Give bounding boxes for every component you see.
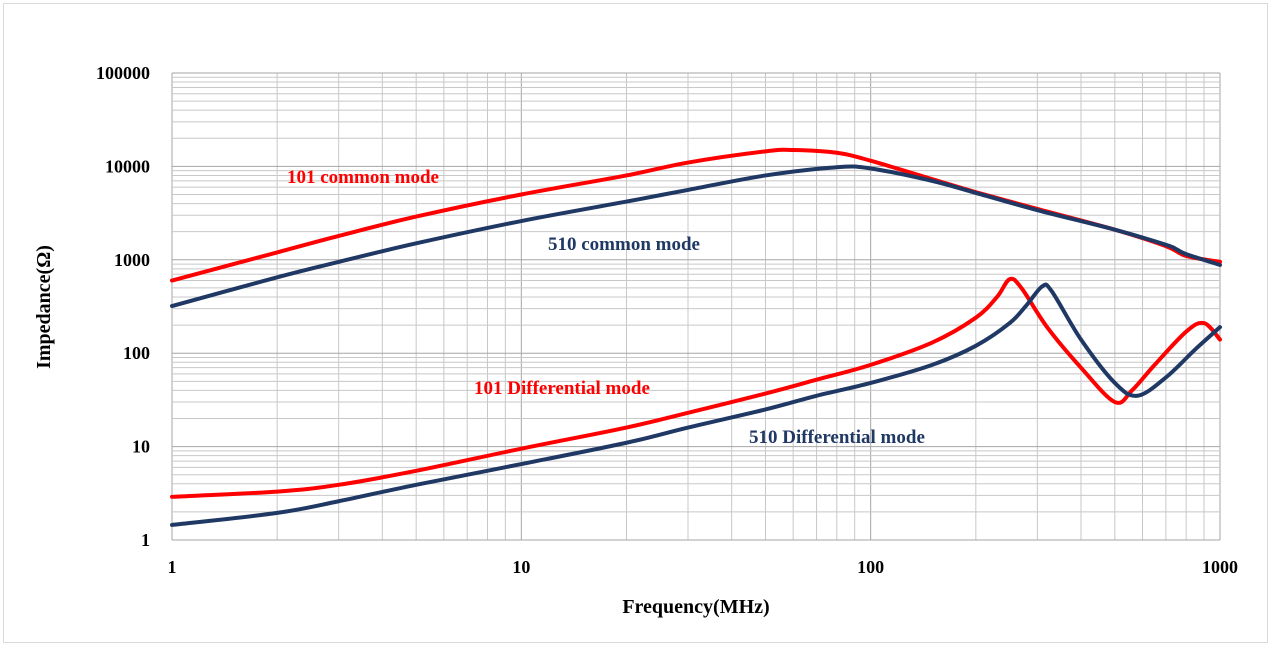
y-tick-label: 10000 bbox=[105, 156, 150, 176]
label-101-common-mode: 101 common mode bbox=[287, 167, 439, 188]
chart-frame bbox=[3, 3, 1268, 643]
y-tick-label: 10 bbox=[132, 437, 150, 457]
tick-labels: 1 10 100 1000 1 10 100 1000 10000 100000 bbox=[96, 63, 1238, 577]
series-line-3 bbox=[170, 282, 1222, 527]
x-tick-label: 100 bbox=[857, 557, 884, 577]
series-line-2 bbox=[170, 276, 1222, 499]
y-tick-label: 100 bbox=[123, 343, 150, 363]
y-axis-title: Impedance(Ω) bbox=[33, 245, 55, 369]
x-tick-label: 10 bbox=[512, 557, 530, 577]
label-101-differential-mode: 101 Differential mode bbox=[474, 378, 650, 399]
label-510-differential-mode: 510 Differential mode bbox=[749, 427, 925, 448]
series-line-1 bbox=[170, 164, 1222, 309]
y-tick-label: 1000 bbox=[114, 250, 150, 270]
series-lines bbox=[170, 147, 1222, 527]
y-tick-label: 1 bbox=[141, 530, 150, 550]
x-tick-label: 1000 bbox=[1202, 557, 1238, 577]
x-axis-title: Frequency(MHz) bbox=[622, 596, 769, 618]
y-tick-label: 100000 bbox=[96, 63, 150, 83]
label-510-common-mode: 510 common mode bbox=[548, 234, 700, 255]
x-tick-label: 1 bbox=[168, 557, 177, 577]
